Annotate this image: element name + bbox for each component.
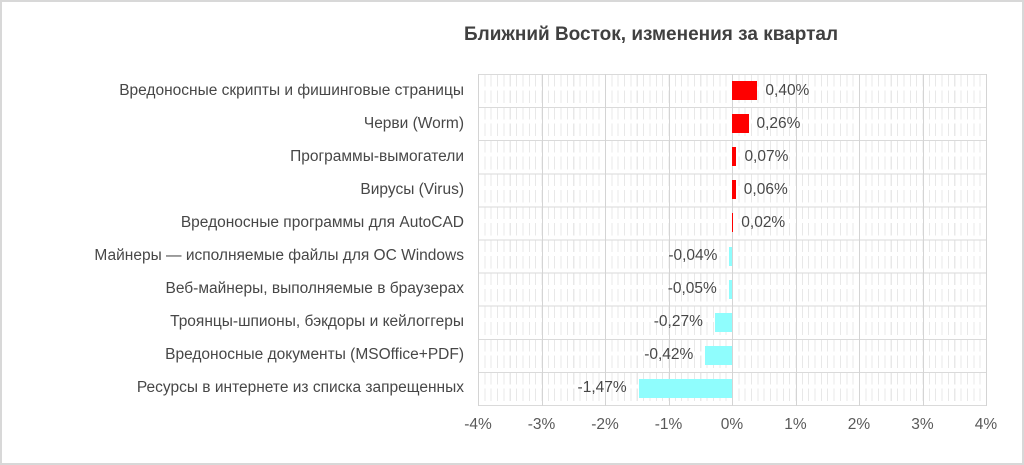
value-label: -0,42% [644, 346, 694, 364]
value-label: -0,27% [653, 313, 703, 331]
x-tick-label: -1% [654, 416, 683, 433]
major-gridline [859, 74, 860, 406]
category-label: Вредоносные программы для AutoCAD [180, 213, 464, 231]
x-tick-label: 1% [784, 416, 807, 433]
major-gridline [605, 74, 606, 406]
bar [732, 180, 736, 200]
chart-title: Ближний Восток, изменения за квартал [463, 24, 839, 45]
value-label: 0,26% [756, 114, 801, 132]
bar [732, 147, 737, 167]
major-gridline [986, 74, 987, 406]
bar [705, 345, 732, 365]
x-tick-label: -3% [527, 416, 556, 433]
major-gridline [795, 74, 797, 406]
plot-area [478, 74, 987, 406]
value-label: -0,04% [668, 247, 718, 265]
value-label: 0,40% [765, 81, 810, 99]
bar [714, 312, 732, 332]
x-tick-label: 2% [847, 416, 871, 433]
bar [732, 81, 758, 101]
value-label: -1,47% [577, 379, 627, 397]
bar [728, 279, 732, 299]
category-label: Веб-майнеры, выполняемые в браузерах [165, 280, 464, 298]
bar [732, 114, 749, 134]
value-label: 0,07% [744, 147, 789, 165]
x-tick-label: -2% [591, 416, 619, 433]
major-gridline [478, 74, 479, 406]
value-label: -0,05% [667, 280, 717, 298]
category-label: Черви (Worm) [363, 114, 464, 132]
x-tick-label: 3% [911, 416, 934, 433]
major-gridline [541, 74, 543, 406]
category-label: Майнеры — исполняемые файлы для ОС Windo… [94, 247, 464, 265]
category-label: Программы-вымогатели [290, 147, 464, 165]
major-gridline [922, 74, 924, 406]
bar [638, 378, 732, 398]
category-label: Вредоносные документы (MSOffice+PDF) [165, 346, 464, 364]
category-label: Вредоносные скрипты и фишинговые страниц… [119, 81, 464, 99]
category-label: Троянцы-шпионы, бэкдоры и кейлоггеры [170, 313, 464, 331]
major-gridline [668, 74, 670, 406]
x-tick-label: 0% [720, 416, 744, 433]
major-gridline [732, 74, 733, 406]
x-tick-label: -4% [464, 416, 492, 433]
bar [729, 246, 732, 266]
value-label: 0,06% [743, 180, 788, 198]
bar [732, 213, 734, 233]
category-label: Ресурсы в интернете из списка запрещенны… [136, 379, 464, 397]
value-label: 0,02% [741, 213, 786, 231]
x-tick-label: 4% [974, 416, 998, 433]
category-label: Вирусы (Virus) [360, 180, 464, 198]
